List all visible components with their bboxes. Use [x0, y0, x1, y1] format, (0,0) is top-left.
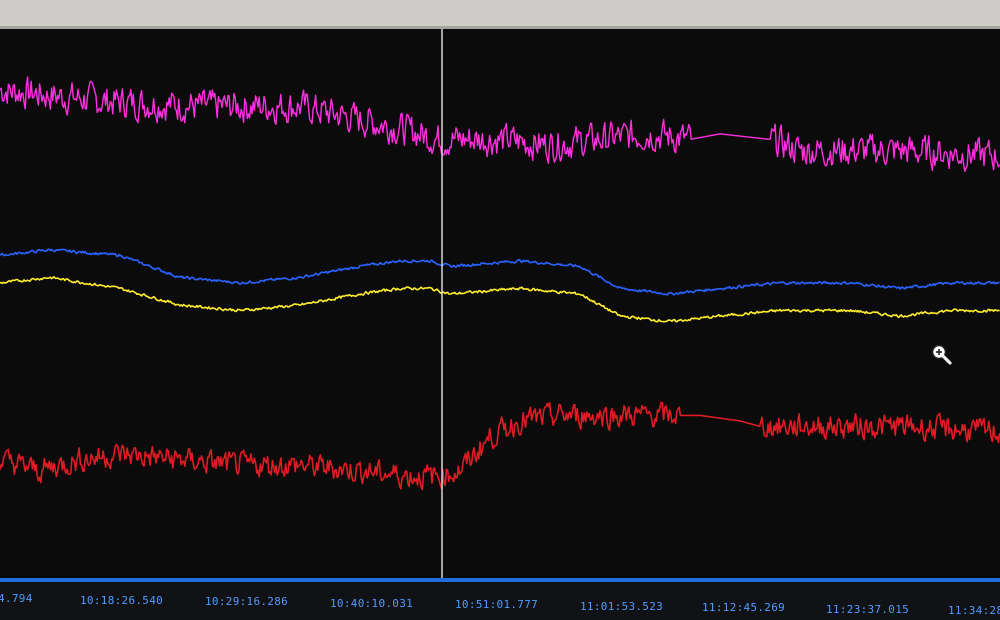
series-line-4: [0, 401, 1000, 491]
window-top-bar: [0, 0, 1000, 26]
x-tick-label: 10:29:16.286: [205, 595, 289, 608]
x-tick-label: 10:40:10.031: [330, 596, 414, 610]
series-line-1: [0, 76, 1000, 172]
x-tick-label: 11:01:53.523: [580, 599, 664, 613]
series-line-2: [0, 248, 1000, 296]
x-tick-label: 11:23:37.015: [826, 602, 910, 616]
time-axis-bar: [0, 578, 1000, 582]
time-axis: [0, 582, 1000, 620]
window-top-edge: [0, 26, 1000, 29]
series-line-3: [0, 276, 1000, 323]
x-tick-label: 4.794: [0, 592, 33, 605]
trend-plot[interactable]: [0, 29, 1000, 581]
x-tick-label: 10:18:26.540: [80, 593, 164, 607]
zoom-in-magnifier-icon[interactable]: [930, 343, 952, 365]
x-tick-label: 11:34:28: [948, 604, 1000, 617]
x-tick-label: 11:12:45.269: [702, 601, 786, 614]
plot-area[interactable]: [0, 29, 1000, 581]
x-tick-label: 10:51:01.777: [455, 598, 539, 611]
